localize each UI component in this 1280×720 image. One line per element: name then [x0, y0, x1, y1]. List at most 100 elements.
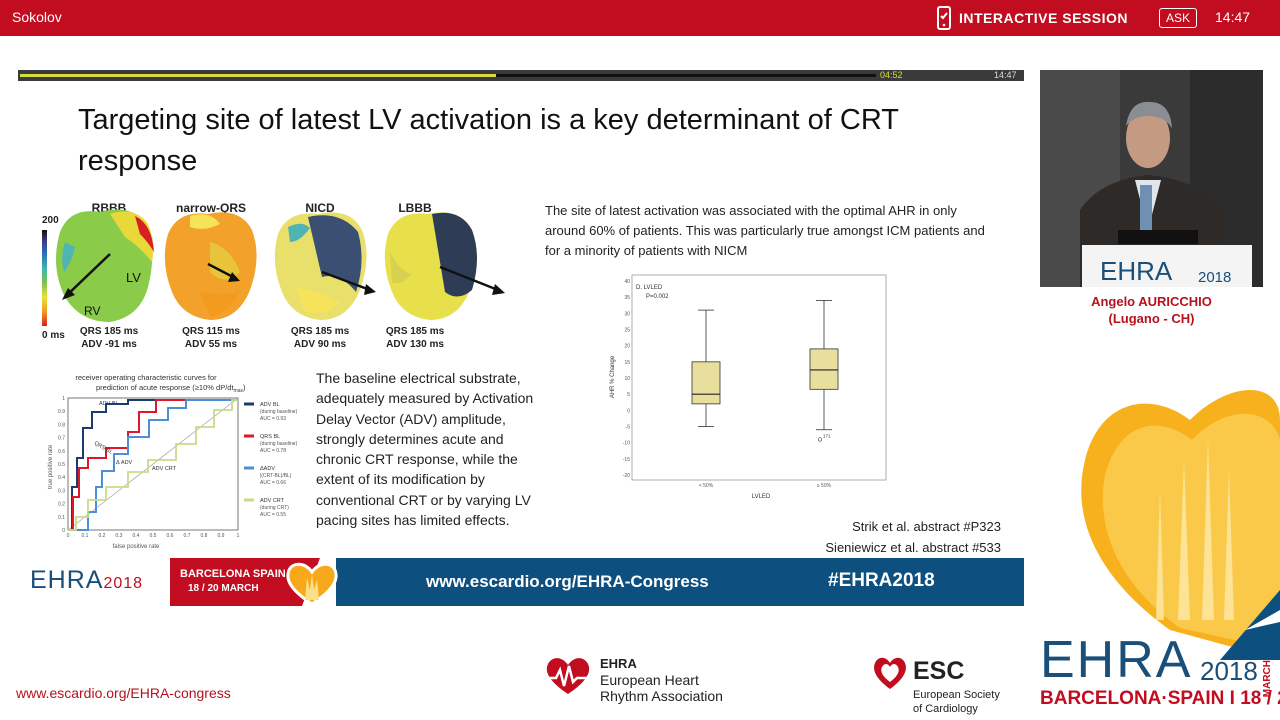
heart-qrs-narrow: QRS 115 ms: [182, 326, 240, 337]
box-category-label: < 50%: [699, 483, 714, 489]
box-ytick: 10: [624, 376, 630, 382]
roc-label-qrs-bl: QRS BL: [93, 441, 113, 456]
roc-title-sub: max: [234, 388, 244, 394]
progress-track[interactable]: [20, 74, 876, 77]
box-marks: < 50% ≥ 50% 171: [691, 299, 839, 489]
sagrada-familia-heart-graphic: [1081, 390, 1280, 660]
box-xlabel: LVLED: [752, 494, 771, 500]
roc-xtick: 0.3: [116, 533, 123, 539]
roc-curve-adv-crt: [68, 399, 238, 531]
roc-xtick: 0.4: [133, 533, 140, 539]
box-iqr: [691, 361, 721, 405]
roc-ytick: 0.7: [58, 436, 65, 442]
box-ytick: 30: [624, 311, 630, 317]
roc-ytick: 0: [62, 528, 65, 534]
heart-adv-narrow: ADV 55 ms: [184, 339, 238, 350]
roc-ylabel: true positive rate: [48, 444, 54, 489]
roc-xtick: 0.6: [167, 533, 174, 539]
podium-year-text: 2018: [1198, 269, 1231, 286]
heart-label-narrow-qrs: narrow-QRS: [175, 201, 246, 215]
box-ytick: -10: [623, 441, 630, 447]
ehra-name-line1: European Heart: [600, 672, 699, 688]
roc-label-dadv: Δ ADV: [116, 460, 133, 466]
reference-1: Strik et al. abstract #P323: [852, 519, 1001, 534]
clock: 14:47: [1215, 9, 1251, 25]
heart-qrs-lbbb: QRS 185 ms: [385, 326, 445, 337]
heart-narrow-qrs: [164, 212, 257, 320]
roc-legend-name: ADV BL: [260, 402, 280, 408]
heart-adv-rbbb: ADV -91 ms: [81, 339, 137, 350]
box-ylabel: AHR % Change: [610, 355, 616, 398]
heart-stats-narrow-qrs: QRS 115 ms ADV 55 ms: [166, 325, 256, 351]
roc-xtick: 0.2: [99, 533, 106, 539]
heart-label-lbbb: LBBB: [398, 201, 432, 215]
roc-title-end: ): [243, 383, 246, 392]
roc-legend-sub: (during CRT): [260, 505, 289, 511]
banner-city: BARCELONA SPAIN: [180, 568, 286, 580]
bottom-url-link[interactable]: www.escardio.org/EHRA-congress: [16, 685, 231, 701]
progress-fill: [20, 74, 496, 77]
heart-qrs-rbbb: QRS 185 ms: [79, 326, 139, 337]
current-time: 04:52: [880, 70, 903, 80]
esc-name-line1: European Society: [913, 689, 1000, 701]
roc-ytick: 0.9: [58, 409, 65, 415]
banner-logo-text: EHRA: [30, 566, 104, 594]
heart-stats-nicd: QRS 185 ms ADV 90 ms: [275, 325, 365, 351]
scale-min-label: 0 ms: [42, 330, 65, 341]
heart-stats-rbbb: QRS 185 ms ADV -91 ms: [64, 325, 154, 351]
podium-ehra-text: EHRA: [1100, 256, 1173, 286]
roc-legend-auc: AUC = 0.66: [260, 480, 286, 486]
heart-stats-lbbb: QRS 185 ms ADV 130 ms: [370, 325, 460, 351]
roc-curve-dadv: [68, 399, 238, 531]
box-ytick: 20: [624, 344, 630, 350]
box-plot-area: [631, 274, 887, 481]
progress-bar[interactable]: 04:52 14:47: [18, 70, 1024, 81]
roc-legend-name: ΔADV: [260, 466, 275, 472]
box-ytick: -5: [626, 425, 631, 431]
box-ytick: 5: [627, 392, 630, 398]
box-plot-chart: D. LVLED P=0.002 AHR % Change LVLED 40 35…: [610, 274, 887, 500]
speaker-name: Angelo AURICCHIO: [1091, 294, 1212, 309]
speaker-video-frame: EHRA 2018: [1040, 70, 1263, 287]
roc-curve-qrs-bl: [68, 399, 238, 531]
total-time: 14:47: [994, 70, 1017, 80]
bullet-right: The site of latest activation was associ…: [545, 203, 985, 258]
rv-label: RV: [84, 304, 100, 318]
ehra-abbr: EHRA: [600, 656, 637, 671]
box-outlier-label: 171: [823, 433, 831, 438]
interactive-session-label[interactable]: INTERACTIVE SESSION: [959, 10, 1128, 26]
esc-heart-logo-icon: [874, 657, 906, 689]
roc-title-2: prediction of acute response (≥10% dP/dt…: [96, 383, 246, 394]
roc-ticks: 00 0.1 0.1 0.2 0.2 0.3 0.3 0.4 0.4 0.5 0.5 0.6 0.6 0.…: [58, 396, 240, 539]
roc-legend-name: ADV CRT: [260, 498, 285, 504]
roc-curve-adv-bl: [68, 399, 238, 531]
speaker-location: (Lugano - CH): [1108, 311, 1195, 326]
roc-legend-sub: (during baseline): [260, 441, 298, 447]
lv-label: LV: [126, 270, 141, 285]
roc-ytick: 0.2: [58, 502, 65, 508]
banner-url[interactable]: www.escardio.org/EHRA-Congress: [426, 572, 709, 591]
box-ytick: -20: [623, 473, 630, 479]
roc-legend-auc: AUC = 0.93: [260, 416, 286, 422]
roc-title-1: receiver operating characteristic curves…: [75, 373, 217, 382]
roc-label-adv-crt: ADV CRT: [152, 466, 177, 472]
banner-hashtag: #EHRA2018: [828, 570, 935, 591]
banner-ehra-logo: EHRA2018: [30, 566, 143, 595]
roc-label-adv-bl: ADV BL: [99, 401, 119, 407]
box-ticks: 40 35 30 25 20 15 10 5 0 -5 -10 -15 -20: [623, 279, 630, 479]
ehra-large-logo: EHRA: [1040, 631, 1193, 689]
roc-ytick: 0.5: [58, 462, 65, 468]
speaker-camera: EHRA 2018: [1040, 70, 1263, 287]
roc-ytick: 0.4: [58, 475, 65, 481]
roc-ytick: 0.3: [58, 488, 65, 494]
ask-button[interactable]: ASK: [1159, 8, 1197, 28]
banner-blue-block: [336, 558, 1024, 606]
box-ytick: 0: [627, 408, 630, 414]
roc-legend-sub: |(CRT-BL)/BL|: [260, 473, 291, 479]
banner-logo-year: 2018: [103, 575, 144, 592]
esc-abbr: ESC: [913, 657, 965, 685]
roc-legend-sub: (during baseline): [260, 409, 298, 415]
scale-max-label: 200: [42, 215, 59, 226]
